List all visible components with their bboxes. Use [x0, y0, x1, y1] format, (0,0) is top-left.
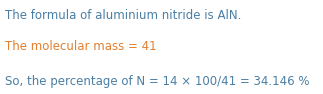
Text: The formula of aluminium nitride is AlN.: The formula of aluminium nitride is AlN.: [5, 9, 242, 22]
Text: So, the percentage of N = 14 × 100/41 = 34.146 %: So, the percentage of N = 14 × 100/41 = …: [5, 75, 310, 88]
Text: The molecular mass = 41: The molecular mass = 41: [5, 41, 157, 53]
